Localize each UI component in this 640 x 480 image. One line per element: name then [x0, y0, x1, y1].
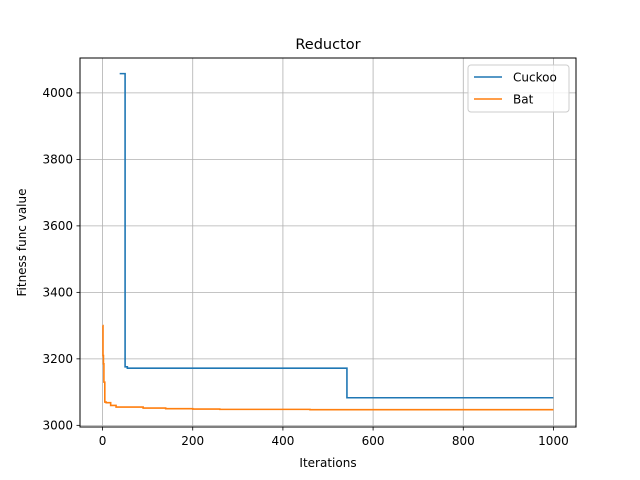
x-tick-label: 800 — [452, 434, 475, 448]
series-lines — [102, 72, 554, 411]
plot-frame — [79, 57, 577, 428]
legend: Cuckoo Bat — [467, 64, 570, 113]
x-tick-label: 0 — [99, 434, 107, 448]
x-tick-label: 1000 — [538, 434, 569, 448]
y-tick-label: 3000 — [42, 419, 73, 433]
y-tick-label: 3200 — [42, 352, 73, 366]
chart-title: Reductor — [295, 37, 360, 53]
x-tick-label: 200 — [181, 434, 204, 448]
series-line-bat — [102, 324, 554, 411]
x-tick-label: 400 — [271, 434, 294, 448]
legend-label-bat: Bat — [513, 92, 534, 106]
x-tick-label: 600 — [362, 434, 385, 448]
grid — [80, 58, 576, 427]
y-tick-label: 3400 — [42, 286, 73, 300]
y-tick-label: 3600 — [42, 219, 73, 233]
legend-label-cuckoo: Cuckoo — [513, 70, 557, 84]
axis-ticks: 0 200 400 600 800 1000 3000 3200 3400 3600 3800 400… — [42, 86, 568, 448]
x-axis-label: Iterations — [299, 456, 356, 470]
series-line-cuckoo — [119, 72, 554, 399]
y-tick-label: 3800 — [42, 153, 73, 167]
y-tick-label: 4000 — [42, 86, 73, 100]
y-axis-label: Fitness func value — [15, 189, 29, 297]
